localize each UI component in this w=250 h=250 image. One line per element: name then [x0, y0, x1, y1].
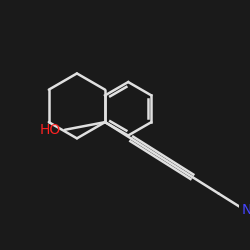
- Text: HO: HO: [40, 123, 61, 137]
- Text: N: N: [242, 204, 250, 218]
